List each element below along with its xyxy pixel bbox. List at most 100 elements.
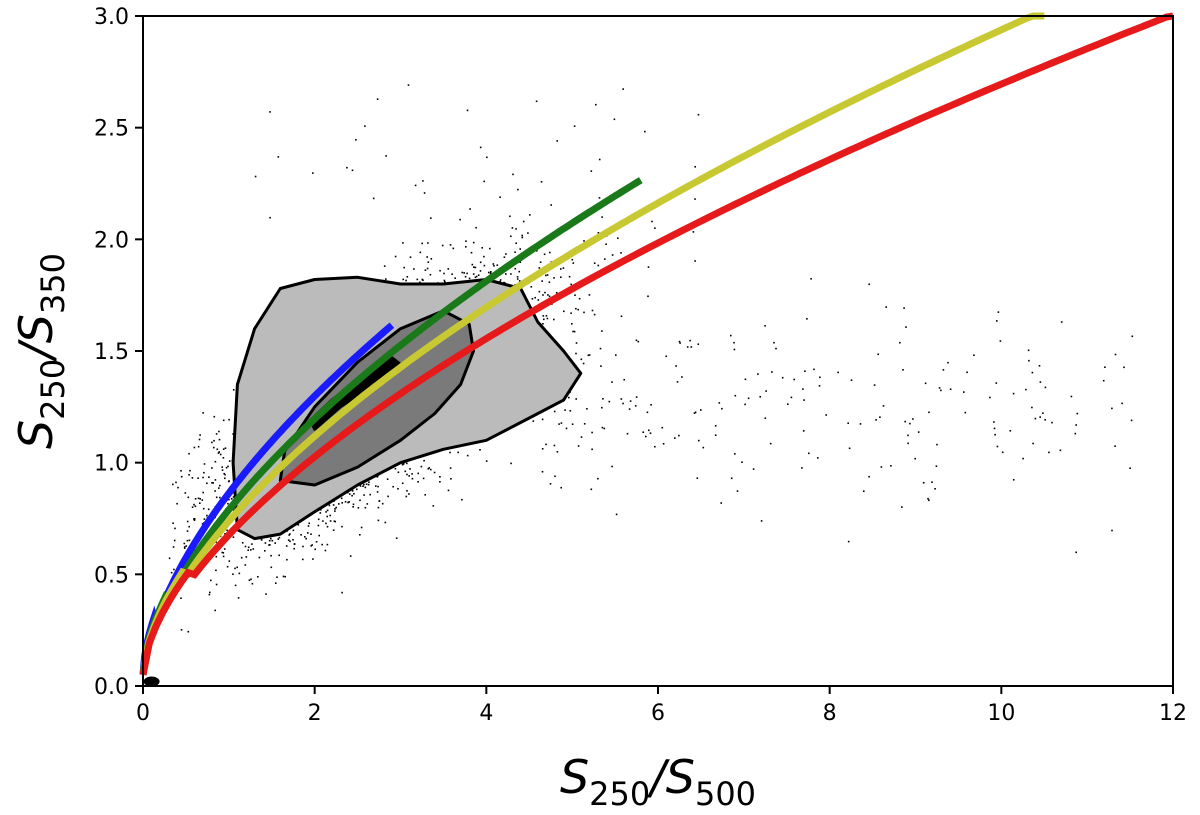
scatter-point — [199, 498, 201, 500]
scatter-point — [1039, 416, 1041, 418]
scatter-point — [1129, 467, 1131, 469]
scatter-point — [411, 473, 413, 475]
scatter-point — [537, 299, 540, 301]
scatter-point — [553, 444, 556, 447]
scatter-point — [615, 513, 618, 516]
scatter-point — [848, 447, 851, 450]
scatter-point — [381, 502, 384, 505]
scatter-point — [1075, 551, 1077, 554]
scatter-point — [468, 277, 471, 280]
scatter-point — [234, 584, 237, 587]
scatter-point — [408, 475, 410, 477]
scatter-point — [297, 524, 300, 526]
scatter-point — [326, 509, 329, 512]
scatter-point — [1031, 371, 1034, 374]
scatter-point — [338, 503, 340, 505]
scatter-point — [922, 482, 925, 484]
scatter-point — [568, 396, 570, 399]
scatter-point — [228, 418, 230, 421]
scatter-point — [963, 391, 965, 393]
scatter-point — [473, 266, 475, 268]
scatter-point — [634, 405, 637, 407]
scatter-point — [407, 84, 410, 86]
scatter-point — [477, 274, 480, 276]
axis-ticks: 0 2 4 6 8 10 120.00.51.01.52.02.53.0 — [94, 5, 1187, 726]
scatter-point — [264, 550, 266, 552]
scatter-point — [515, 242, 517, 244]
scatter-point — [676, 381, 679, 383]
scatter-point — [188, 474, 190, 476]
scatter-point — [560, 276, 562, 278]
scatter-point — [217, 452, 220, 454]
scatter-point — [414, 184, 417, 187]
scatter-point — [215, 433, 218, 435]
scatter-point — [213, 446, 215, 449]
scatter-point — [590, 488, 593, 491]
scatter-point — [905, 326, 907, 328]
scatter-point — [222, 555, 225, 558]
scatter-point — [924, 382, 927, 385]
scatter-point — [385, 155, 387, 157]
scatter-point — [439, 476, 441, 478]
scatter-point — [214, 460, 217, 463]
scatter-point — [215, 583, 218, 586]
scatter-point — [605, 243, 607, 245]
scatter-point — [341, 525, 343, 528]
scatter-point — [328, 504, 331, 507]
scatter-point — [376, 491, 379, 493]
scatter-point — [332, 504, 335, 506]
scatter-point — [365, 483, 368, 485]
scatter-point — [355, 139, 357, 141]
scatter-point — [623, 378, 625, 381]
scatter-point — [564, 409, 566, 411]
scatter-point — [649, 432, 652, 434]
scatter-point — [760, 520, 763, 522]
scatter-point — [936, 443, 938, 446]
scatter-point — [542, 294, 544, 296]
scatter-point — [186, 530, 189, 532]
scatter-point — [385, 278, 387, 280]
scatter-point — [406, 276, 409, 278]
scatter-point — [180, 597, 182, 599]
scatter-point — [211, 441, 213, 444]
scatter-point — [620, 398, 623, 400]
scatter-point — [808, 452, 810, 455]
scatter-point — [465, 246, 467, 248]
scatter-point — [197, 477, 199, 479]
scatter-point — [360, 526, 363, 529]
scatter-point — [218, 451, 220, 453]
scatter-point — [326, 543, 329, 546]
scatter-point — [269, 544, 271, 546]
scatter-point — [449, 244, 452, 246]
scatter-point — [322, 520, 324, 522]
scatter-point — [694, 411, 697, 414]
scatter-point — [1076, 412, 1079, 415]
scatter-point — [265, 593, 267, 595]
scatter-point — [810, 278, 812, 280]
scatter-point — [230, 498, 233, 500]
scatter-point — [211, 467, 213, 469]
scatter-point — [569, 410, 572, 412]
scatter-point — [545, 443, 547, 446]
scatter-point — [582, 362, 585, 365]
scatter-point — [747, 397, 750, 400]
scatter-point — [329, 514, 331, 517]
scatter-point — [518, 270, 520, 273]
scatter-point — [474, 266, 477, 269]
scatter-point — [326, 515, 328, 518]
scatter-point — [787, 403, 789, 405]
scatter-point — [245, 556, 248, 558]
scatter-point — [622, 88, 624, 90]
scatter-point — [222, 419, 225, 422]
scatter-point — [1034, 417, 1037, 420]
scatter-point — [335, 506, 337, 509]
scatter-point — [183, 547, 186, 549]
scatter-point — [538, 290, 541, 293]
scatter-point — [714, 434, 717, 436]
scatter-point — [352, 506, 354, 508]
scatter-point — [517, 188, 519, 191]
scatter-point — [549, 251, 551, 254]
scatter-point — [471, 263, 474, 266]
scatter-point — [275, 582, 277, 584]
